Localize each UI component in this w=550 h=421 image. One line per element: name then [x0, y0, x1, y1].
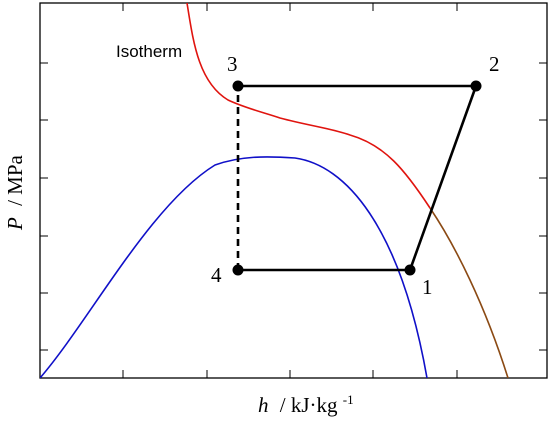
x-axis-label: h / kJ·kg -1 — [258, 392, 354, 417]
y-axis-symbol: P — [3, 217, 27, 231]
y-axis-unit: / MPa — [3, 154, 27, 205]
state-point-label-1: 1 — [422, 275, 433, 299]
isotherm-label: Isotherm — [116, 42, 182, 61]
isotherm-low-pressure-segment — [429, 207, 509, 378]
state-point-4 — [232, 264, 244, 276]
state-point-label-3: 3 — [227, 52, 238, 76]
state-point-2 — [470, 80, 482, 92]
isotherm-curve — [186, 3, 431, 209]
cycle — [236, 84, 478, 272]
state-point-label-2: 2 — [489, 52, 500, 76]
x-axis-symbol: h — [258, 393, 269, 417]
state-point-1 — [404, 264, 416, 276]
x-axis-unit: / kJ·kg — [280, 393, 338, 417]
cycle-line-2-1 — [408, 85, 478, 271]
y-axis-label: P / MPa — [3, 154, 27, 231]
state-point-3 — [232, 80, 244, 92]
plot-frame — [39, 2, 548, 379]
y-axis-ticks — [40, 62, 547, 351]
x-axis-ticks — [122, 3, 458, 378]
state-point-label-4: 4 — [211, 263, 222, 287]
x-axis-unit-exponent: -1 — [343, 392, 354, 407]
saturation-dome-curve — [40, 156, 428, 378]
state-points — [232, 80, 482, 276]
